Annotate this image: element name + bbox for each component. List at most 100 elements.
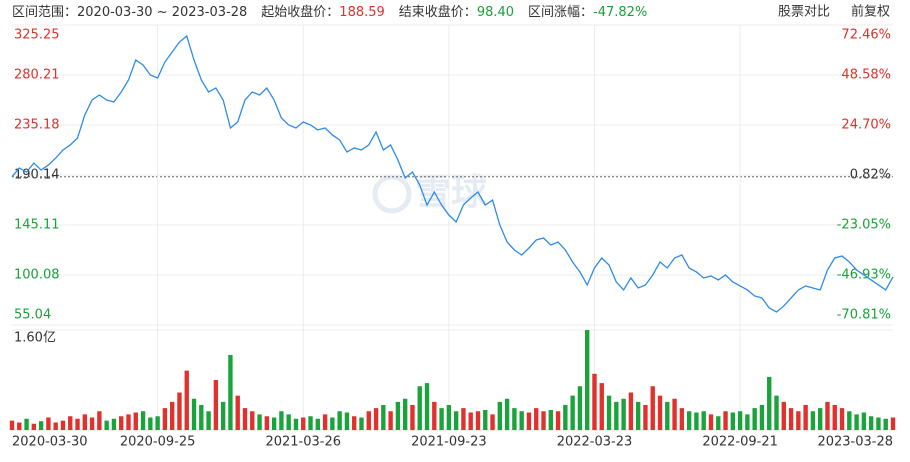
volume-bar — [665, 401, 670, 430]
volume-bar — [468, 412, 473, 430]
volume-bar — [577, 386, 583, 430]
volume-bar — [264, 416, 270, 430]
volume-bar — [745, 414, 750, 430]
volume-bar — [490, 414, 495, 430]
volume-bar — [635, 401, 641, 430]
volume-bar — [24, 418, 29, 430]
y2-tick-label: 24.70% — [841, 118, 891, 133]
volume-bar — [344, 412, 350, 430]
volume-tick-label: 1.60亿 — [14, 331, 56, 346]
volume-bar — [497, 401, 503, 430]
volume-bar — [679, 408, 685, 430]
volume-bar — [708, 414, 714, 430]
volume-bar — [592, 373, 597, 430]
volume-bar — [701, 411, 706, 430]
x-tick-label: 2021-09-23 — [411, 435, 487, 450]
compare-button[interactable]: 股票对比 — [778, 5, 830, 20]
volume-bar — [737, 411, 743, 430]
volume-bar — [716, 416, 721, 430]
volume-bar — [475, 411, 481, 430]
volume-bar — [672, 398, 677, 430]
x-tick-label: 2022-03-23 — [557, 435, 633, 450]
volume-bar — [657, 395, 663, 430]
x-tick-label: 2022-09-21 — [702, 435, 778, 450]
volume-bar — [504, 398, 510, 430]
volume-bar — [643, 405, 648, 430]
volume-bar — [308, 416, 313, 430]
volume-bar — [250, 411, 255, 430]
volume-bar — [242, 408, 248, 430]
volume-bar — [89, 417, 95, 430]
volume-bar — [534, 408, 539, 430]
volume-bar — [126, 414, 131, 430]
volume-bar — [162, 408, 168, 430]
start-label: 起始收盘价： — [261, 4, 339, 20]
range: 2020-03-30 ~ 2023-03-28 — [77, 5, 247, 20]
volume-bar — [759, 405, 765, 430]
volume-bar — [694, 412, 699, 430]
volume-bar — [53, 422, 58, 430]
volume-bar — [555, 411, 561, 430]
volume-bar — [46, 417, 51, 430]
volume-bar — [796, 411, 801, 430]
header-text: 区间范围：2020-03-30 ~ 2023-03-28 起始收盘价：188.59… — [12, 4, 647, 20]
y2-tick-label: -70.81% — [837, 308, 891, 323]
end-close: 98.40 — [477, 5, 514, 20]
volume-bar — [75, 418, 80, 430]
y-tick-label: 145.11 — [14, 218, 60, 233]
volume-bar — [854, 414, 859, 430]
volume-bar — [883, 418, 888, 430]
volume-bar — [686, 411, 692, 430]
volume-bar — [541, 411, 546, 430]
volume-bar — [774, 395, 779, 430]
volume-bar — [111, 418, 117, 430]
volume-bar — [563, 405, 568, 430]
volume-bar — [890, 417, 896, 430]
volume-bar — [148, 417, 153, 430]
volume-bar — [730, 412, 736, 430]
volume-bar — [322, 414, 328, 430]
volume-bar — [140, 411, 146, 430]
volume-bar — [723, 411, 728, 430]
volume-bar — [832, 405, 837, 430]
volume-bar — [847, 411, 852, 430]
volume-bar — [38, 421, 44, 430]
x-tick-label: 2020-09-25 — [120, 435, 196, 450]
volume-bar — [381, 405, 386, 430]
volume-bar — [286, 414, 291, 430]
volume-bar — [337, 411, 342, 430]
volume-bar — [781, 401, 786, 430]
volume-bar — [512, 408, 517, 430]
volume-bar — [825, 401, 830, 430]
volume-bar — [519, 411, 524, 430]
volume-bar — [220, 401, 226, 430]
volume-bar — [68, 416, 73, 430]
volume-bar — [628, 392, 634, 430]
volume-bar — [301, 417, 306, 430]
volume-bar — [614, 401, 619, 430]
volume-bar — [191, 398, 197, 430]
y2-tick-label: -23.05% — [837, 217, 891, 232]
volume-bar — [366, 411, 371, 430]
volume-bar — [599, 383, 604, 430]
volume-bar — [213, 380, 219, 430]
volume-bar — [410, 405, 415, 430]
volume-bar — [810, 411, 816, 430]
y-tick-label: 235.18 — [14, 118, 60, 133]
volume-bar — [104, 420, 109, 430]
volume-bar — [235, 395, 240, 430]
volume-bar — [868, 416, 874, 430]
adjust-button[interactable]: 前复权 — [851, 4, 890, 20]
y-tick-label: 190.14 — [14, 168, 60, 183]
volume-bar — [446, 405, 452, 430]
volume-bar — [621, 398, 626, 430]
y-tick-label: 55.04 — [14, 308, 51, 323]
x-tick-label: 2021-03-26 — [265, 435, 341, 450]
volume-bar — [169, 401, 175, 430]
volume-bar — [9, 420, 15, 430]
volume-bar — [133, 412, 138, 430]
volume-bar — [82, 414, 87, 430]
y-tick-label: 280.21 — [14, 68, 60, 83]
volume-bar — [97, 411, 102, 430]
